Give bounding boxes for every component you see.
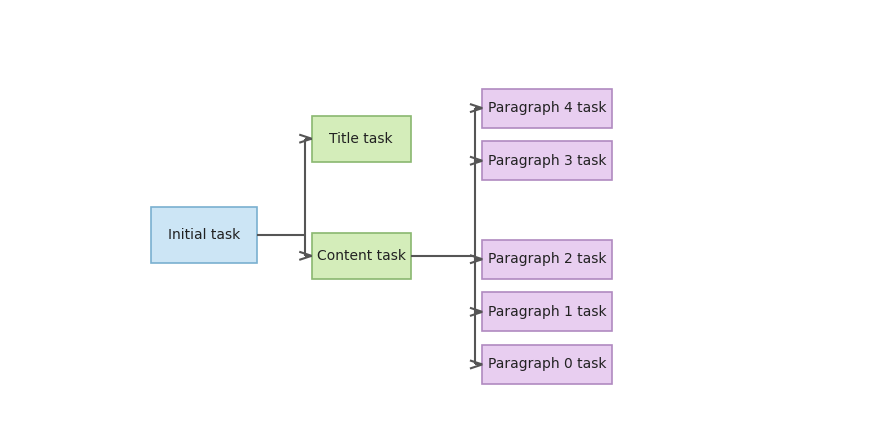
FancyBboxPatch shape	[482, 89, 612, 127]
Text: Paragraph 1 task: Paragraph 1 task	[488, 305, 606, 319]
FancyBboxPatch shape	[482, 141, 612, 180]
FancyBboxPatch shape	[482, 292, 612, 331]
Text: Title task: Title task	[329, 132, 393, 146]
Text: Content task: Content task	[316, 249, 405, 263]
FancyBboxPatch shape	[312, 116, 411, 161]
FancyBboxPatch shape	[312, 233, 411, 279]
FancyBboxPatch shape	[482, 240, 612, 279]
FancyBboxPatch shape	[482, 345, 612, 384]
FancyBboxPatch shape	[152, 207, 257, 263]
Text: Paragraph 2 task: Paragraph 2 task	[488, 252, 606, 266]
Text: Paragraph 4 task: Paragraph 4 task	[488, 101, 606, 115]
Text: Paragraph 0 task: Paragraph 0 task	[488, 358, 606, 371]
Text: Paragraph 3 task: Paragraph 3 task	[488, 154, 606, 168]
Text: Initial task: Initial task	[168, 228, 241, 243]
